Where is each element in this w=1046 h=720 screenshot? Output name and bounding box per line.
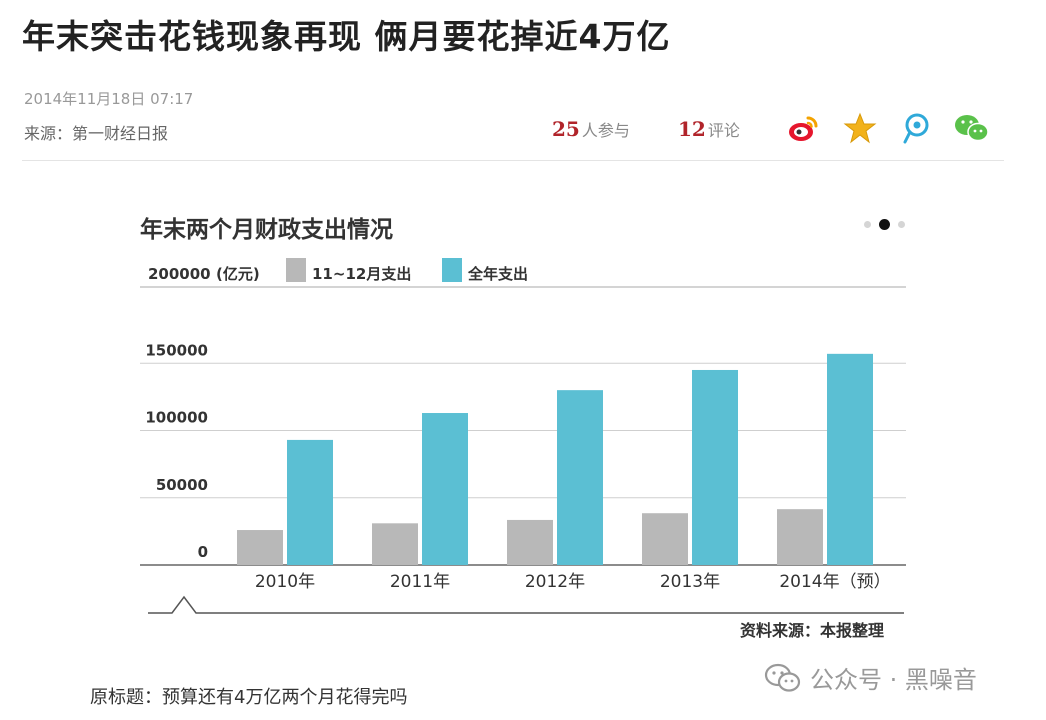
bar-nov-dec-spending (237, 530, 283, 565)
bar-nov-dec-spending (777, 509, 823, 565)
y-tick-label: 150000 (145, 341, 208, 359)
original-title: 原标题：预算还有4万亿两个月花得完吗 (90, 683, 407, 709)
watermark: 公众号 · 黑噪音 (764, 660, 977, 695)
bar-nov-dec-spending (642, 513, 688, 565)
legend-swatch-blue (442, 258, 462, 282)
y-tick-label: 100000 (145, 409, 208, 427)
y-tick-label-top: 200000 (148, 265, 211, 283)
x-category-label: 2013年 (660, 572, 720, 592)
bar-annual-spending (557, 390, 603, 565)
bar-annual-spending (827, 354, 873, 565)
bar-annual-spending (287, 440, 333, 565)
wechat-icon (764, 662, 802, 694)
x-category-label: 2014年（预） (779, 572, 890, 592)
legend-label-blue: 全年支出 (467, 265, 528, 283)
x-category-label: 2011年 (390, 572, 450, 592)
watermark-text: 公众号 · 黑噪音 (810, 660, 977, 695)
y-tick-label: 0 (198, 543, 208, 561)
bar-annual-spending (692, 370, 738, 565)
bar-nov-dec-spending (372, 523, 418, 565)
unit-label: (亿元) (216, 265, 260, 283)
bar-annual-spending (422, 413, 468, 565)
y-tick-label: 50000 (156, 476, 208, 494)
x-category-label: 2010年 (255, 572, 315, 592)
x-category-label: 2012年 (525, 572, 585, 592)
bar-nov-dec-spending (507, 520, 553, 565)
legend-label-gray: 11~12月支出 (312, 265, 411, 283)
legend-swatch-gray (286, 258, 306, 282)
timeline-slider-track (148, 597, 904, 613)
chart-source: 资料来源：本报整理 (740, 617, 884, 641)
